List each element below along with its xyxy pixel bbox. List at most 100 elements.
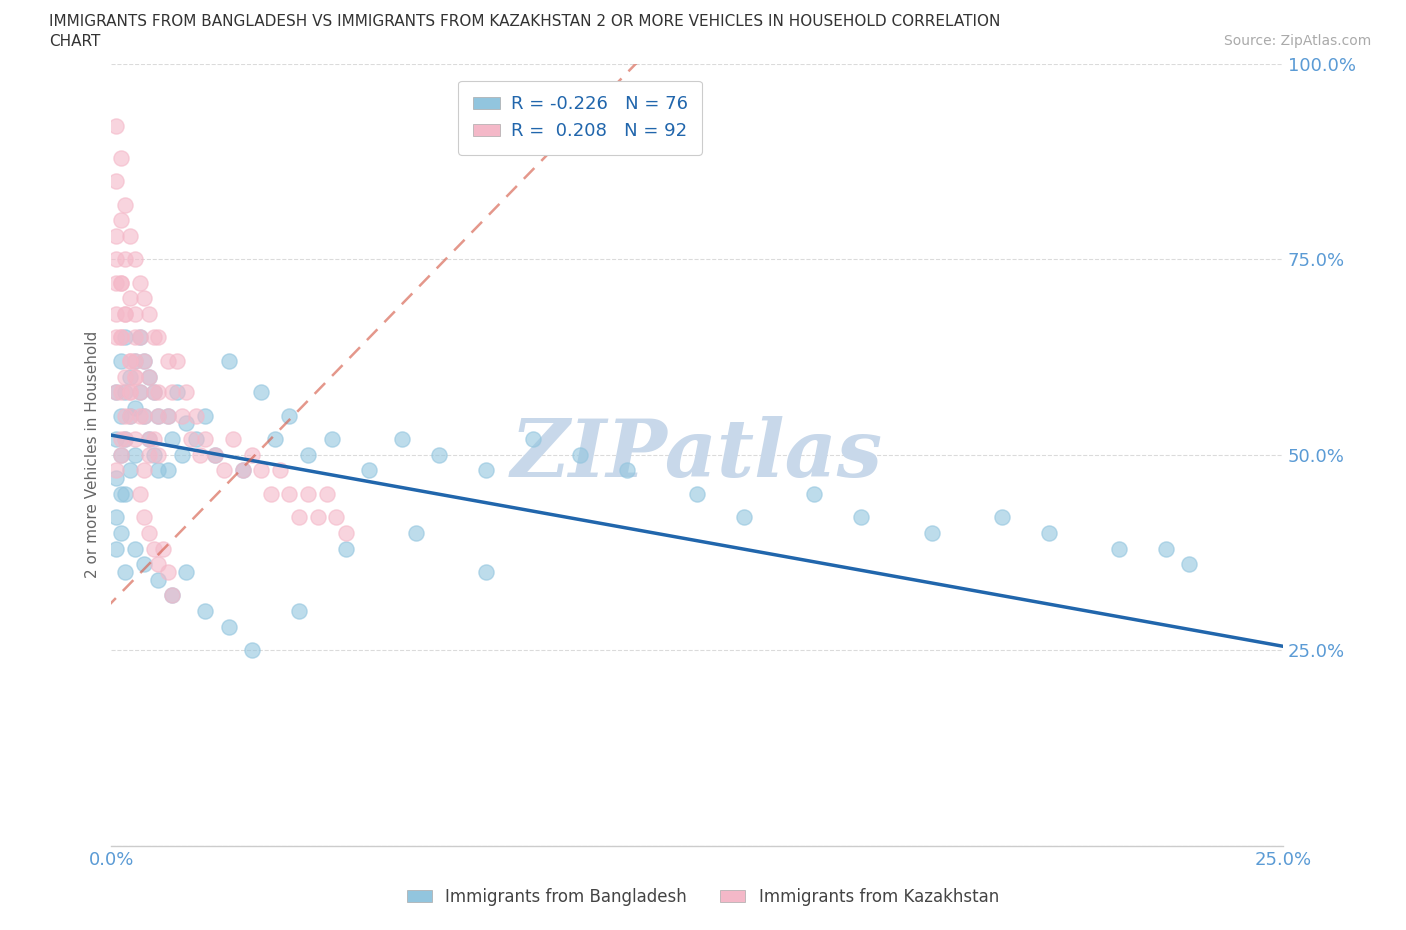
Point <box>124 541 146 556</box>
Point <box>114 432 136 446</box>
Point <box>128 486 150 501</box>
Point <box>204 447 226 462</box>
Point <box>134 557 156 572</box>
Point <box>1154 541 1177 556</box>
Point <box>232 463 254 478</box>
Point <box>114 307 136 322</box>
Point <box>991 510 1014 525</box>
Text: IMMIGRANTS FROM BANGLADESH VS IMMIGRANTS FROM KAZAKHSTAN 2 OR MORE VEHICLES IN H: IMMIGRANTS FROM BANGLADESH VS IMMIGRANTS… <box>49 14 1001 29</box>
Point <box>138 447 160 462</box>
Point <box>166 353 188 368</box>
Point <box>297 447 319 462</box>
Point <box>114 197 136 212</box>
Point <box>120 369 142 384</box>
Point <box>184 408 207 423</box>
Point <box>335 541 357 556</box>
Point <box>288 510 311 525</box>
Point <box>194 408 217 423</box>
Point <box>391 432 413 446</box>
Point <box>162 588 184 603</box>
Point <box>110 330 132 345</box>
Point <box>156 353 179 368</box>
Point <box>110 486 132 501</box>
Point <box>190 447 212 462</box>
Point <box>120 408 142 423</box>
Point <box>110 275 132 290</box>
Point <box>114 432 136 446</box>
Point <box>128 330 150 345</box>
Point <box>148 463 170 478</box>
Point <box>105 510 128 525</box>
Point <box>851 510 873 525</box>
Point <box>105 275 128 290</box>
Point <box>142 541 165 556</box>
Point <box>250 463 273 478</box>
Point <box>120 291 142 306</box>
Point <box>162 432 184 446</box>
Point <box>110 213 132 228</box>
Point <box>110 432 132 446</box>
Point <box>142 385 165 400</box>
Point <box>180 432 202 446</box>
Point <box>686 486 709 501</box>
Point <box>114 307 136 322</box>
Point <box>134 463 156 478</box>
Point <box>176 416 198 431</box>
Point <box>142 432 165 446</box>
Point <box>105 119 128 134</box>
Point <box>204 447 226 462</box>
Y-axis label: 2 or more Vehicles in Household: 2 or more Vehicles in Household <box>86 331 100 578</box>
Point <box>240 643 263 658</box>
Point <box>110 408 132 423</box>
Point <box>218 353 240 368</box>
Point <box>105 252 128 267</box>
Point <box>120 408 142 423</box>
Point <box>114 330 136 345</box>
Point <box>114 385 136 400</box>
Point <box>105 385 128 400</box>
Point <box>156 463 179 478</box>
Point <box>429 447 451 462</box>
Point <box>142 330 165 345</box>
Point <box>110 525 132 540</box>
Point <box>138 369 160 384</box>
Point <box>1038 525 1060 540</box>
Legend: R = -0.226   N = 76, R =  0.208   N = 92: R = -0.226 N = 76, R = 0.208 N = 92 <box>458 81 702 154</box>
Point <box>278 486 301 501</box>
Point <box>176 565 198 579</box>
Point <box>176 385 198 400</box>
Point <box>166 385 188 400</box>
Point <box>278 408 301 423</box>
Point <box>105 385 128 400</box>
Point <box>616 463 638 478</box>
Point <box>240 447 263 462</box>
Point <box>184 432 207 446</box>
Point <box>288 604 311 618</box>
Point <box>1178 557 1201 572</box>
Point <box>124 432 146 446</box>
Point <box>148 572 170 587</box>
Point <box>114 369 136 384</box>
Point <box>114 252 136 267</box>
Point <box>359 463 381 478</box>
Point <box>264 432 287 446</box>
Point <box>105 463 128 478</box>
Point <box>110 330 132 345</box>
Point <box>124 369 146 384</box>
Point <box>803 486 825 501</box>
Point <box>156 408 179 423</box>
Point <box>114 565 136 579</box>
Point <box>148 385 170 400</box>
Point <box>105 307 128 322</box>
Point <box>142 447 165 462</box>
Point <box>124 447 146 462</box>
Point <box>522 432 544 446</box>
Point <box>218 619 240 634</box>
Point <box>733 510 755 525</box>
Point <box>170 408 193 423</box>
Point <box>260 486 283 501</box>
Point <box>120 229 142 244</box>
Point <box>297 486 319 501</box>
Point <box>307 510 329 525</box>
Point <box>269 463 291 478</box>
